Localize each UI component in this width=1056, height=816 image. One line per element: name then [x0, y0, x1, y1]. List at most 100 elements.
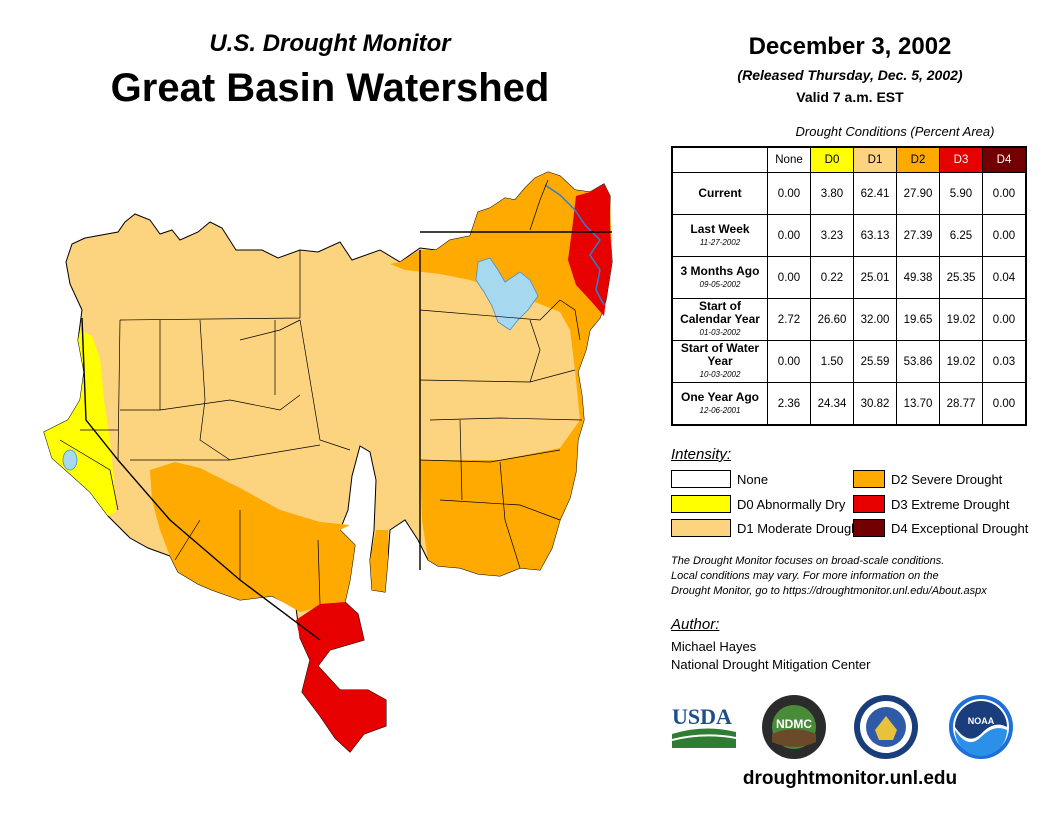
col-header-d2: D2: [896, 146, 940, 173]
d2-southwest-region: [150, 462, 355, 612]
legend-item-d2: D2 Severe Drought: [853, 470, 1002, 488]
legend-swatch: [853, 470, 885, 488]
d2-south-strip: [370, 530, 388, 592]
legend-label: D2 Severe Drought: [891, 471, 1003, 487]
legend-label: D1 Moderate Drought: [737, 520, 863, 536]
col-header-d0: D0: [810, 146, 854, 173]
col-header-none: None: [767, 146, 811, 173]
table-cell: 2.72: [767, 298, 811, 341]
table-cell: 0.00: [982, 172, 1027, 215]
legend-item-none: None: [671, 470, 768, 488]
drought-conditions-table: None D0 D1 D2 D3 D4 Current 0.00 3.80 62…: [671, 146, 1027, 426]
table-cell: 0.00: [767, 172, 811, 215]
table-cell: 62.41: [853, 172, 897, 215]
col-header-d3: D3: [939, 146, 983, 173]
table-cell: 0.22: [810, 256, 854, 299]
table-cell: 24.34: [810, 382, 854, 426]
noaa-logo: NOAA: [948, 694, 1014, 760]
website-url[interactable]: droughtmonitor.unl.edu: [742, 768, 958, 789]
table-cell: 6.25: [939, 214, 983, 257]
note-line: The Drought Monitor focuses on broad-sca…: [671, 555, 945, 567]
disclaimer-note: The Drought Monitor focuses on broad-sca…: [671, 554, 1051, 599]
legend-label: D4 Exceptional Drought: [891, 520, 1029, 536]
table-cell: 0.00: [767, 340, 811, 383]
legend-swatch: [671, 519, 731, 537]
table-row: Last Week 11-27-2002 0.00 3.23 63.13 27.3…: [671, 214, 1027, 257]
table-cell: 0.03: [982, 340, 1027, 383]
note-line: Drought Monitor, go to https://droughtmo…: [671, 585, 987, 597]
table-cell: 49.38: [896, 256, 940, 299]
valid-time: Valid 7 a.m. EST: [796, 89, 904, 105]
legend-label: D0 Abnormally Dry: [737, 496, 846, 512]
table-row: Start of Calendar Year 01-03-2002 2.72 26…: [671, 298, 1027, 341]
table-cell: 25.35: [939, 256, 983, 299]
table-cell: 3.23: [810, 214, 854, 257]
usda-logo: USDA: [671, 702, 737, 748]
col-header-d4: D4: [982, 146, 1027, 173]
row-label-current: Current: [671, 172, 768, 215]
table-cell: 63.13: [853, 214, 897, 257]
table-cell: 0.00: [767, 214, 811, 257]
author-name: Michael Hayes: [671, 639, 757, 654]
ndmc-logo: NDMC: [761, 694, 827, 760]
table-cell: 5.90: [939, 172, 983, 215]
usda-logo-text: USDA: [672, 704, 732, 729]
table-cell: 0.04: [982, 256, 1027, 299]
table-cell: 1.50: [810, 340, 854, 383]
author-heading: Author:: [671, 616, 720, 633]
legend-item-d4: D4 Exceptional Drought: [853, 519, 1028, 537]
table-cell: 26.60: [810, 298, 854, 341]
table-cell: 0.00: [982, 298, 1027, 341]
table-cell: 19.02: [939, 340, 983, 383]
table-corner: [672, 147, 768, 173]
map-subtitle: U.S. Drought Monitor: [209, 30, 451, 57]
table-cell: 30.82: [853, 382, 897, 426]
table-row: One Year Ago 12-06-2001 2.36 24.34 30.82 …: [671, 382, 1027, 426]
watershed-boundaries: [59, 179, 583, 605]
table-row: Start of Water Year 10-03-2002 0.00 1.50 …: [671, 340, 1027, 383]
table-row: Current 0.00 3.80 62.41 27.90 5.90 0.00: [671, 172, 1027, 215]
ndmc-logo-text: NDMC: [776, 717, 812, 731]
table-cell: 2.36: [767, 382, 811, 426]
row-label-water-year: Start of Water Year 10-03-2002: [671, 340, 768, 383]
table-cell: 27.90: [896, 172, 940, 215]
author-org: National Drought Mitigation Center: [671, 657, 871, 672]
state-border-ca-nv: [81, 317, 321, 641]
d2-east-region: [390, 172, 612, 576]
row-label-3-months: 3 Months Ago 09-05-2002: [671, 256, 768, 299]
table-cell: 27.39: [896, 214, 940, 257]
table-cell: 19.65: [896, 298, 940, 341]
legend-title: Intensity:: [671, 446, 732, 463]
legend-swatch: [671, 470, 731, 488]
lake-tahoe: [62, 449, 78, 471]
table-cell: 19.02: [939, 298, 983, 341]
noaa-logo-text: NOAA: [968, 716, 995, 726]
legend-label: D3 Extreme Drought: [891, 496, 1010, 512]
table-cell: 25.01: [853, 256, 897, 299]
table-row: 3 Months Ago 09-05-2002 0.00 0.22 25.01 4…: [671, 256, 1027, 299]
legend-item-d1: D1 Moderate Drought: [671, 519, 862, 537]
table-cell: 28.77: [939, 382, 983, 426]
table-cell: 0.00: [982, 382, 1027, 426]
table-cell: 0.00: [982, 214, 1027, 257]
table-cell: 32.00: [853, 298, 897, 341]
conditions-caption: Drought Conditions (Percent Area): [795, 124, 995, 139]
doc-seal-logo: [853, 694, 919, 760]
legend-item-d0: D0 Abnormally Dry: [671, 495, 845, 513]
legend-item-d3: D3 Extreme Drought: [853, 495, 1010, 513]
row-label-calendar-year: Start of Calendar Year 01-03-2002: [671, 298, 768, 341]
col-header-d1: D1: [853, 146, 897, 173]
d0-west-region: [44, 330, 116, 516]
legend-label: None: [737, 471, 769, 487]
note-line: Local conditions may vary. For more info…: [671, 570, 939, 582]
legend-swatch: [671, 495, 731, 513]
row-label-last-week: Last Week 11-27-2002: [671, 214, 768, 257]
legend-swatch: [853, 495, 885, 513]
table-cell: 0.00: [767, 256, 811, 299]
table-cell: 13.70: [896, 382, 940, 426]
table-cell: 53.86: [896, 340, 940, 383]
great-salt-lake: [475, 257, 539, 331]
map-date: December 3, 2002: [748, 33, 952, 60]
release-date: (Released Thursday, Dec. 5, 2002): [737, 67, 963, 83]
table-cell: 3.80: [810, 172, 854, 215]
